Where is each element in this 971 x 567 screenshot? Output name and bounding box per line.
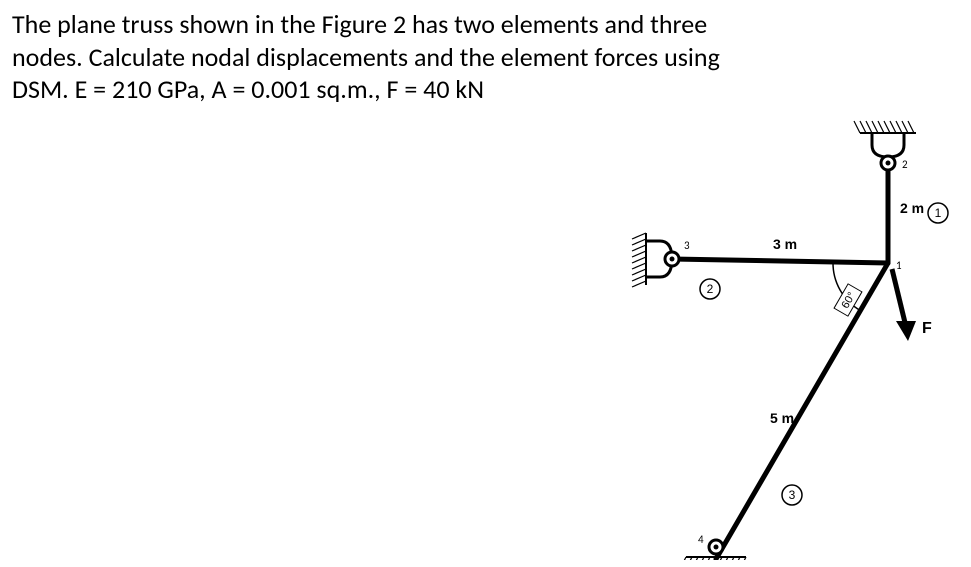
length-label-3: 5 m: [770, 410, 794, 426]
problem-line-2: nodes. Calculate nodal displacements and…: [12, 41, 720, 73]
support-hatch: [680, 557, 746, 560]
element-circle-label-3: 3: [789, 488, 796, 502]
force-label: F: [922, 320, 932, 337]
length-label-1: 2 m: [900, 200, 924, 216]
length-label-2: 3 m: [773, 236, 797, 252]
pin-dot-3: [670, 257, 675, 262]
node-label-2: 2: [902, 158, 908, 171]
element-circle-label-1: 1: [935, 206, 942, 220]
support-hatch: [854, 121, 916, 133]
pin-dot-4: [714, 545, 719, 550]
support-hatch: [632, 233, 646, 287]
problem-statement: The plane truss shown in the Figure 2 ha…: [12, 8, 892, 106]
problem-line-1: The plane truss shown in the Figure 2 ha…: [12, 8, 707, 40]
problem-line-3: DSM. E = 210 GPa, A = 0.001 sq.m., F = 4…: [12, 73, 484, 105]
node-label-1: 1: [896, 259, 902, 272]
truss-figure: 60°F23412 m3 m5 m123: [560, 115, 965, 560]
element-circle-label-2: 2: [707, 282, 714, 296]
member-2: [672, 259, 888, 263]
pin-dot-2: [886, 161, 891, 166]
support-bracket-top: [872, 133, 904, 157]
node-label-4: 4: [698, 533, 704, 546]
node-label-3: 3: [684, 239, 690, 252]
member-3: [716, 263, 888, 559]
force-arrow-head: [896, 321, 916, 341]
truss-svg: 60°F23412 m3 m5 m123: [560, 115, 965, 560]
